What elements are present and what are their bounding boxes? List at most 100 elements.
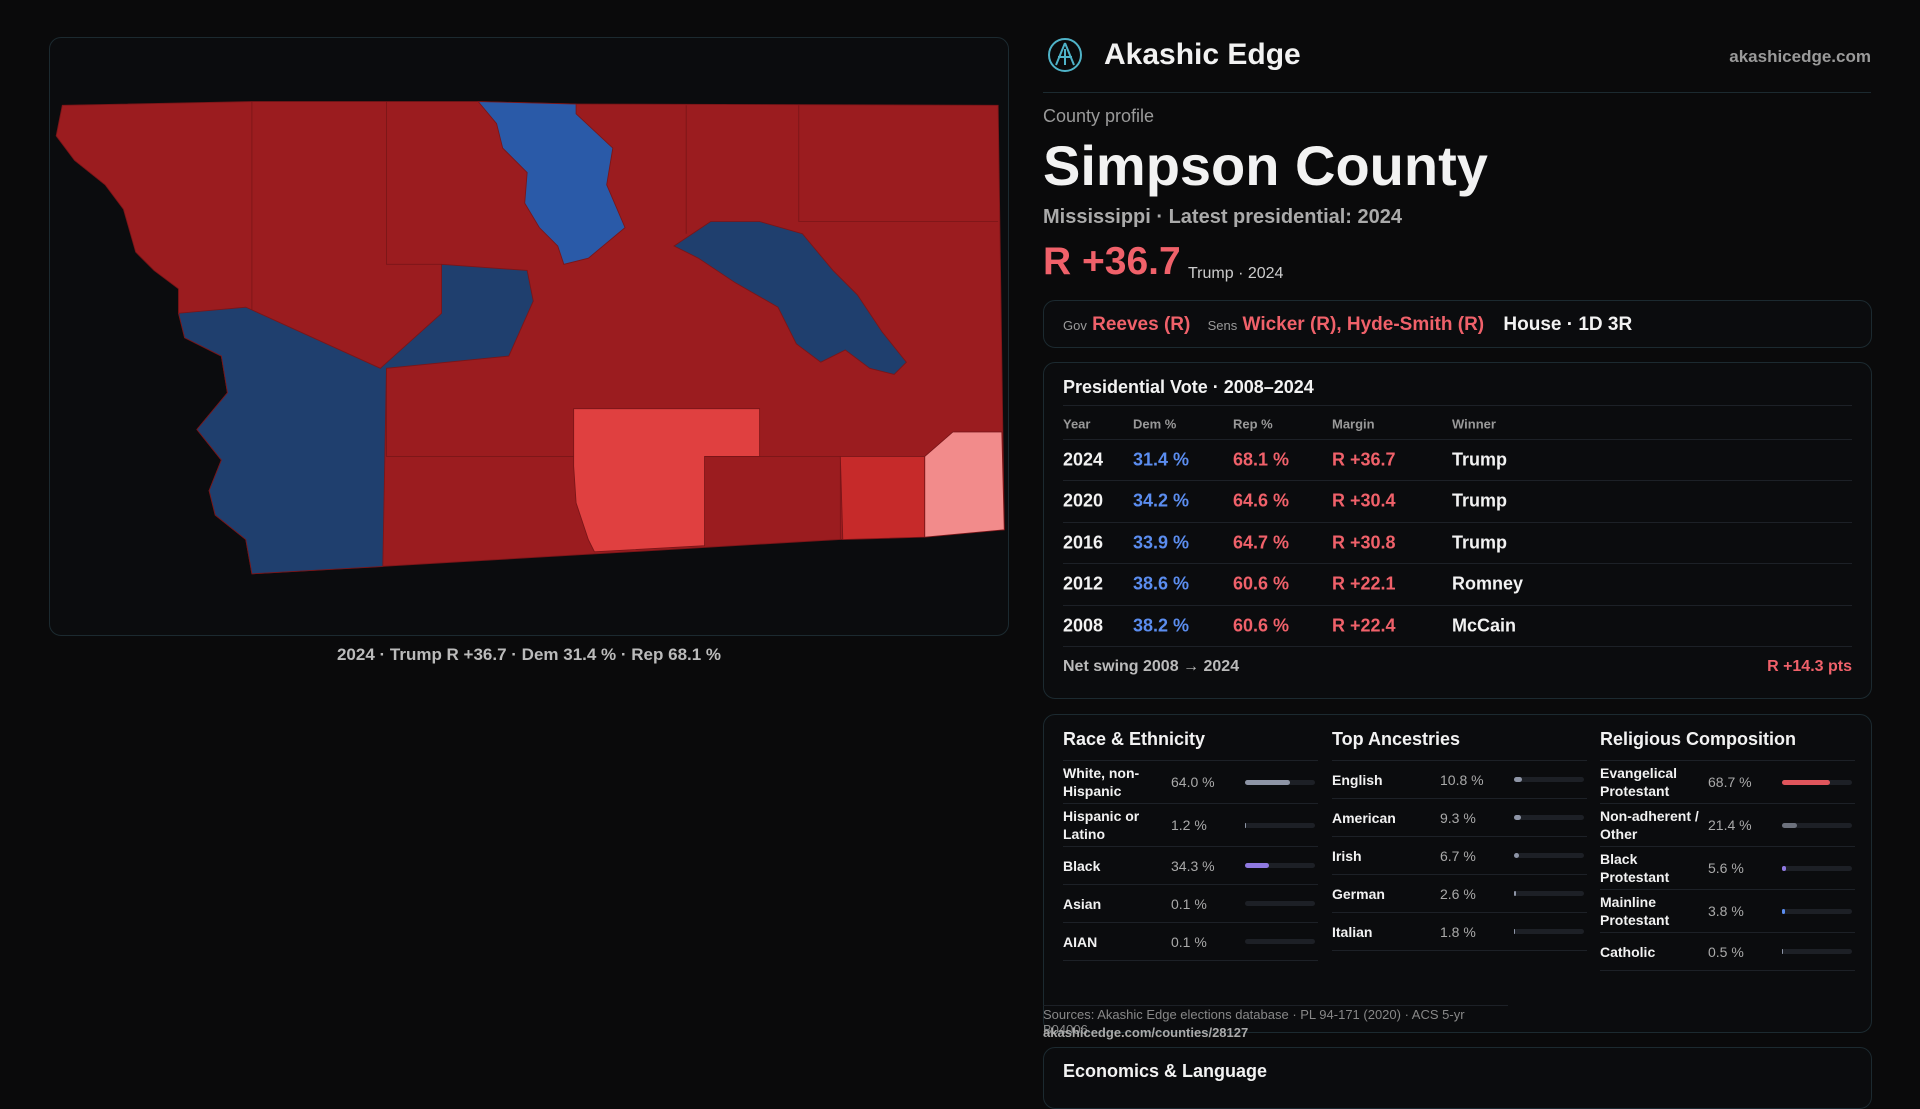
table-cell: McCain [1452, 615, 1516, 636]
row-label: Catholic [1600, 943, 1708, 961]
column-header: Winner [1452, 417, 1496, 432]
senators: Wicker (R), Hyde-Smith (R) [1243, 314, 1485, 335]
bar-track [1514, 777, 1584, 782]
row-label: Asian [1063, 895, 1171, 913]
row-value: 0.5 % [1708, 944, 1782, 960]
table-cell: 2012 [1063, 574, 1103, 595]
column-header: Rep % [1233, 417, 1273, 432]
source-url[interactable]: akashicedge.com/counties/28127 [1043, 1025, 1248, 1040]
bar-track [1782, 823, 1852, 828]
row-label: American [1332, 809, 1440, 827]
row-value: 0.1 % [1171, 896, 1245, 912]
bar [1245, 780, 1290, 785]
row-label: Evangelical Protestant [1600, 764, 1708, 800]
table-cell: Trump [1452, 491, 1507, 512]
site-link[interactable]: akashicedge.com [1729, 47, 1871, 67]
table-cell: Romney [1452, 574, 1523, 595]
row-label: Black [1063, 857, 1171, 875]
officials-line: Gov Reeves (R) Sens Wicker (R), Hyde-Smi… [1063, 314, 1632, 336]
bar-track [1782, 909, 1852, 914]
column-header: Margin [1332, 417, 1375, 432]
table-cell: 2024 [1063, 449, 1103, 470]
precinct [840, 456, 924, 539]
row-value: 1.8 % [1440, 924, 1514, 940]
bar-track [1245, 823, 1315, 828]
eyebrow: County profile [1043, 106, 1154, 127]
table-cell: 60.6 % [1233, 574, 1289, 595]
table-cell: 38.6 % [1133, 574, 1189, 595]
bar [1782, 909, 1785, 914]
table-cell: 60.6 % [1233, 615, 1289, 636]
bar-track [1782, 949, 1852, 954]
column-title: Top Ancestries [1332, 729, 1587, 761]
table-cell: 2008 [1063, 615, 1103, 636]
row-value: 34.3 % [1171, 858, 1245, 874]
bar-track [1245, 863, 1315, 868]
divider [1063, 405, 1852, 406]
label: Gov [1063, 318, 1087, 333]
bar-track [1245, 939, 1315, 944]
bar-track [1782, 866, 1852, 871]
economics-panel: Economics & Language [1043, 1047, 1872, 1109]
governor: Reeves (R) [1092, 314, 1190, 335]
label: Sens [1208, 318, 1238, 333]
row-value: 10.8 % [1440, 772, 1514, 788]
row-label: Hispanic or Latino [1063, 807, 1171, 843]
bar [1514, 815, 1521, 820]
row-value: 5.6 % [1708, 860, 1782, 876]
bar [1514, 929, 1515, 934]
swing-label: Net swing 2008 → 2024 [1063, 658, 1239, 675]
row-value: 6.7 % [1440, 848, 1514, 864]
bar [1514, 853, 1519, 858]
bar-track [1782, 780, 1852, 785]
officials: Gov Reeves (R) Sens Wicker (R), Hyde-Smi… [1043, 300, 1872, 348]
row-value: 0.1 % [1171, 934, 1245, 950]
bar-track [1514, 815, 1584, 820]
brand: Akashic Edge [1104, 38, 1301, 72]
row-label: Irish [1332, 847, 1440, 865]
swing-value: R +14.3 pts [1767, 658, 1852, 676]
column-header: Year [1063, 417, 1090, 432]
row-label: Non-adherent / Other [1600, 807, 1708, 843]
bar-track [1514, 853, 1584, 858]
table-cell: R +22.1 [1332, 574, 1396, 595]
table-cell: 31.4 % [1133, 449, 1189, 470]
bar [1782, 866, 1786, 871]
table-row: 2012 38.6 % 60.6 % R +22.1 Romney [1063, 564, 1852, 606]
bar [1514, 777, 1522, 782]
row-label: German [1332, 885, 1440, 903]
bar [1782, 823, 1797, 828]
row-label: English [1332, 771, 1440, 789]
panel-title: Economics & Language [1063, 1061, 1267, 1082]
map-panel [49, 37, 1009, 636]
page: 2024 · Trump R +36.7 · Dem 31.4 % · Rep … [0, 0, 1920, 1080]
table-cell: 64.7 % [1233, 532, 1289, 553]
county-map [50, 38, 1008, 635]
table-cell: R +36.7 [1332, 449, 1396, 470]
map-caption: 2024 · Trump R +36.7 · Dem 31.4 % · Rep … [49, 645, 1009, 665]
table-cell: R +30.4 [1332, 491, 1396, 512]
row-value: 1.2 % [1171, 817, 1245, 833]
row-label: Mainline Protestant [1600, 893, 1708, 929]
precinct [925, 432, 1005, 537]
table-cell: 38.2 % [1133, 615, 1189, 636]
house: House · 1D 3R [1503, 314, 1632, 335]
row-label: AIAN [1063, 933, 1171, 951]
